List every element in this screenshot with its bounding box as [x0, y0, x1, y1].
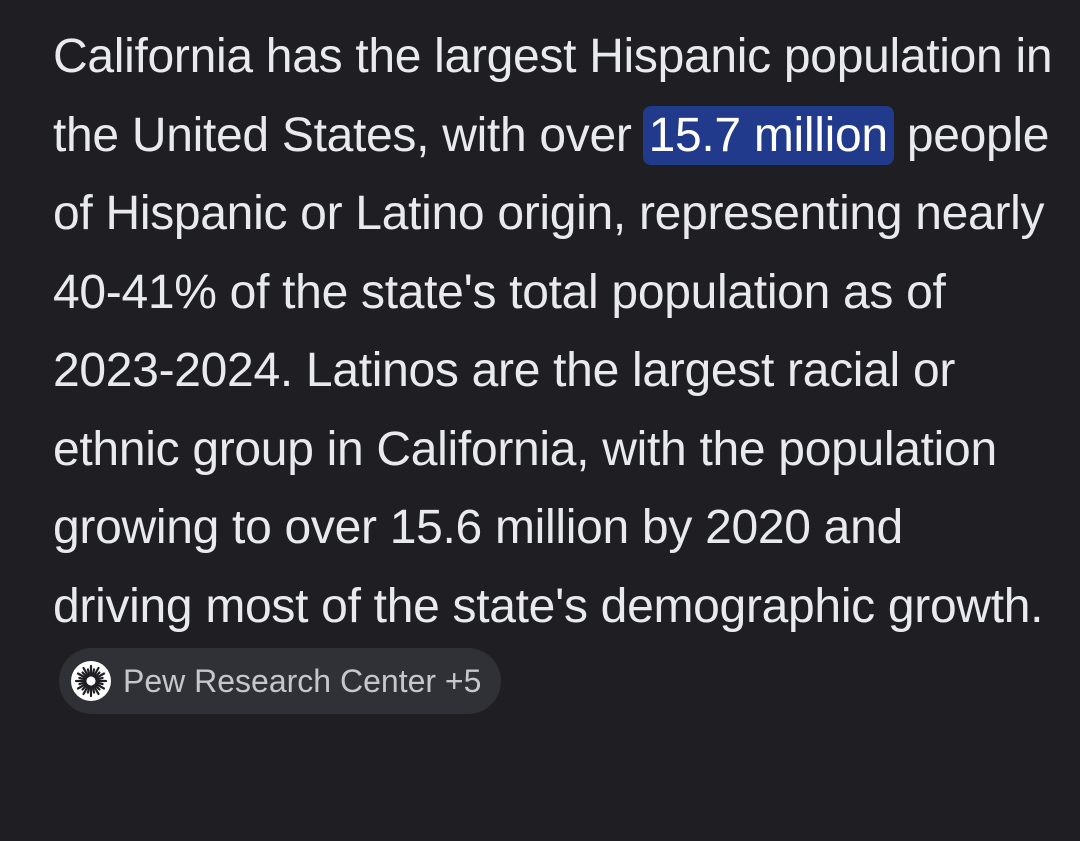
answer-text-after: people of Hispanic or Latino origin, rep…: [53, 108, 1050, 633]
pew-logo-icon: [71, 661, 111, 702]
answer-text-before: California has the largest Hispanic popu…: [53, 30, 1053, 162]
highlighted-figure[interactable]: 15.7 million: [642, 105, 894, 165]
source-chip[interactable]: Pew Research Center +5: [59, 648, 502, 715]
source-chip-label: Pew Research Center: [123, 663, 437, 700]
source-chip-more-count: +5: [444, 663, 482, 700]
ai-answer-paragraph: California has the largest Hispanic popu…: [53, 18, 1053, 725]
